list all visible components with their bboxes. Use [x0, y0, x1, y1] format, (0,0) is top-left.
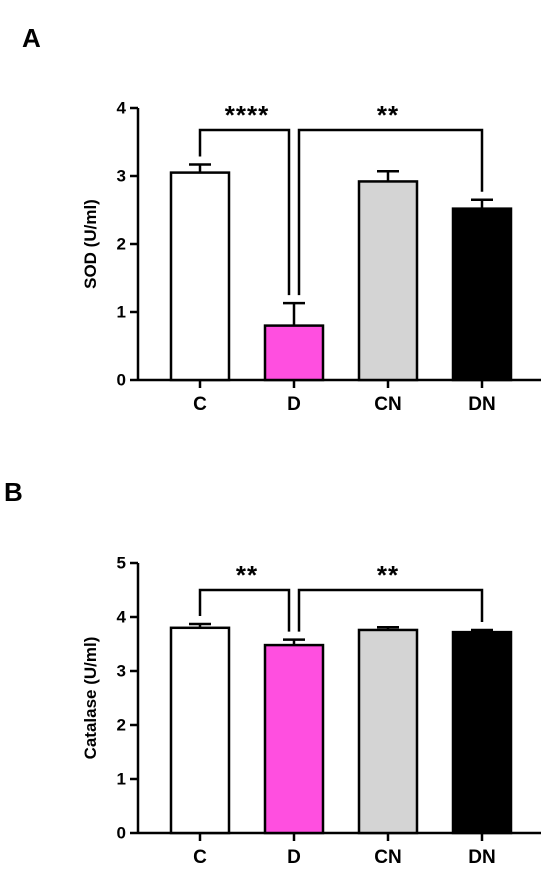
y-axis-title: SOD (U/ml): [81, 199, 100, 289]
bar-d: [263, 324, 325, 382]
bar-dn: [451, 630, 513, 835]
x-tick-label: DN: [468, 847, 495, 868]
significance-label: **: [377, 100, 399, 130]
bar-c: [169, 626, 231, 835]
panel-letter: A: [22, 23, 41, 53]
significance-bracket: [297, 588, 484, 632]
significance-bracket: [198, 588, 291, 632]
bar-cn: [357, 628, 419, 835]
bar-dn: [451, 207, 513, 382]
y-tick-label: 4: [117, 608, 127, 627]
y-tick-label: 0: [117, 371, 126, 390]
y-tick-label: 0: [117, 824, 126, 843]
y-axis-title: Catalase (U/ml): [81, 637, 100, 760]
bar-d: [263, 643, 325, 835]
x-tick-label: DN: [468, 394, 495, 415]
x-tick-label: CN: [374, 847, 401, 868]
x-tick-label: D: [287, 394, 301, 415]
x-tick-label: CN: [374, 394, 401, 415]
y-tick-label: 1: [117, 770, 126, 789]
y-tick-label: 2: [117, 716, 126, 735]
x-tick-label: C: [193, 847, 207, 868]
significance-bracket: [198, 128, 291, 296]
y-tick-label: 3: [117, 662, 126, 681]
significance-label: **: [236, 560, 258, 590]
y-tick-label: 2: [117, 235, 126, 254]
y-tick-label: 5: [117, 554, 126, 573]
x-tick-label: C: [193, 394, 207, 415]
significance-label: ****: [225, 100, 269, 130]
panel-letter: B: [4, 477, 23, 507]
bar-cn: [357, 180, 419, 382]
x-tick-label: D: [287, 847, 301, 868]
y-tick-label: 4: [117, 99, 127, 118]
bar-c: [169, 171, 231, 382]
y-tick-label: 3: [117, 167, 126, 186]
significance-bracket: [297, 128, 484, 296]
significance-label: **: [377, 560, 399, 590]
panel-b: B Catalase (U/ml) 0 1 2 3 4 5 C D CN DN ** **: [4, 477, 541, 868]
y-tick-label: 1: [117, 303, 126, 322]
